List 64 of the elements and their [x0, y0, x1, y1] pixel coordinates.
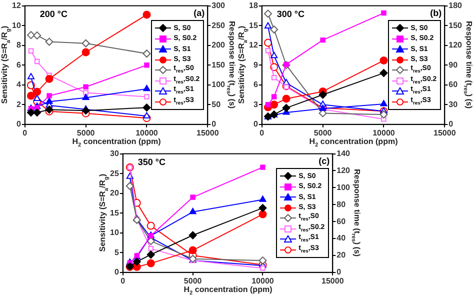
y2-tick-label: 60 [448, 80, 458, 90]
y-tick-label: 8 [16, 40, 22, 50]
annotation: 300 °C [276, 8, 306, 19]
y-tick-label: 15 [110, 208, 120, 218]
y-tick-label: 30 [110, 149, 120, 158]
y2-tick-label: 140 [336, 149, 351, 158]
y2-tick-label: 250 [212, 20, 226, 30]
y2-tick-label: 300 [212, 1, 226, 10]
y2-tick-label: 30 [448, 100, 458, 109]
x-tick-label: 5000 [314, 128, 332, 138]
y-tick-label: 2 [16, 100, 22, 109]
y-tick-label: 12 [248, 40, 258, 50]
y-tick-label: 0 [253, 120, 258, 129]
y2-tick-label: 0 [448, 120, 454, 129]
y2-tick-label: 0 [336, 268, 342, 277]
y2-tick-label: 150 [448, 20, 463, 30]
annotation: 200 °C [40, 8, 68, 19]
y2-tick-label: 0 [212, 120, 217, 129]
x-tick-label: 5000 [184, 276, 202, 286]
x-tick-label: 15000 [196, 128, 220, 138]
y2-tick-label: 60 [336, 216, 346, 226]
x-axis-title: H$_{2}$ concentration (ppm) [72, 137, 161, 149]
y-tick-label: 6 [16, 60, 22, 70]
y2-tick-label: 40 [336, 234, 346, 243]
y2-tick-label: 120 [448, 40, 463, 50]
y-tick-label: 9 [253, 60, 258, 70]
y2-tick-label: 100 [212, 80, 226, 90]
y-tick-label: 0 [114, 268, 120, 277]
y-tick-label: 12 [12, 1, 22, 10]
annotation: (c) [318, 156, 330, 166]
y2-tick-label: 80 [336, 200, 346, 209]
y2-tick-label: 120 [336, 166, 351, 175]
y-tick-label: 4 [16, 80, 22, 90]
annotation: (a) [194, 8, 205, 18]
y2-tick-label: 150 [212, 60, 226, 70]
x-tick-label: 0 [22, 128, 28, 138]
y-tick-label: 0 [16, 120, 22, 129]
y2-tick-label: 50 [212, 100, 222, 109]
x-tick-label: 15000 [434, 128, 456, 138]
x-tick-label: 10000 [252, 276, 274, 286]
x-tick-label: 15000 [322, 276, 344, 286]
x-axis-title: H$_{2}$ concentration (ppm) [309, 137, 398, 149]
x-tick-label: 10000 [136, 128, 158, 138]
x-tick-label: 10000 [372, 128, 396, 138]
y-tick-label: 10 [110, 228, 120, 238]
y-tick-label: 6 [253, 80, 258, 90]
y2-tick-label: 100 [336, 182, 351, 192]
y-tick-label: 18 [248, 1, 258, 10]
y-tick-label: 3 [253, 100, 258, 109]
y-tick-label: 15 [248, 20, 258, 30]
annotation: (b) [430, 8, 442, 18]
y2-tick-label: 20 [336, 250, 346, 260]
y-tick-label: 5 [114, 248, 120, 257]
x-tick-label: 5000 [76, 128, 96, 138]
x-tick-label: 0 [120, 276, 126, 286]
annotation: 350 °C [138, 156, 166, 167]
y-tick-label: 20 [110, 188, 120, 198]
x-tick-label: 0 [260, 128, 265, 138]
y2-tick-label: 200 [212, 40, 226, 50]
y2-tick-label: 180 [448, 1, 463, 10]
y-tick-label: 10 [12, 20, 22, 30]
y2-tick-label: 90 [448, 60, 458, 70]
x-axis-title: H$_{2}$ concentration (ppm) [184, 285, 272, 297]
y-tick-label: 25 [110, 168, 120, 178]
